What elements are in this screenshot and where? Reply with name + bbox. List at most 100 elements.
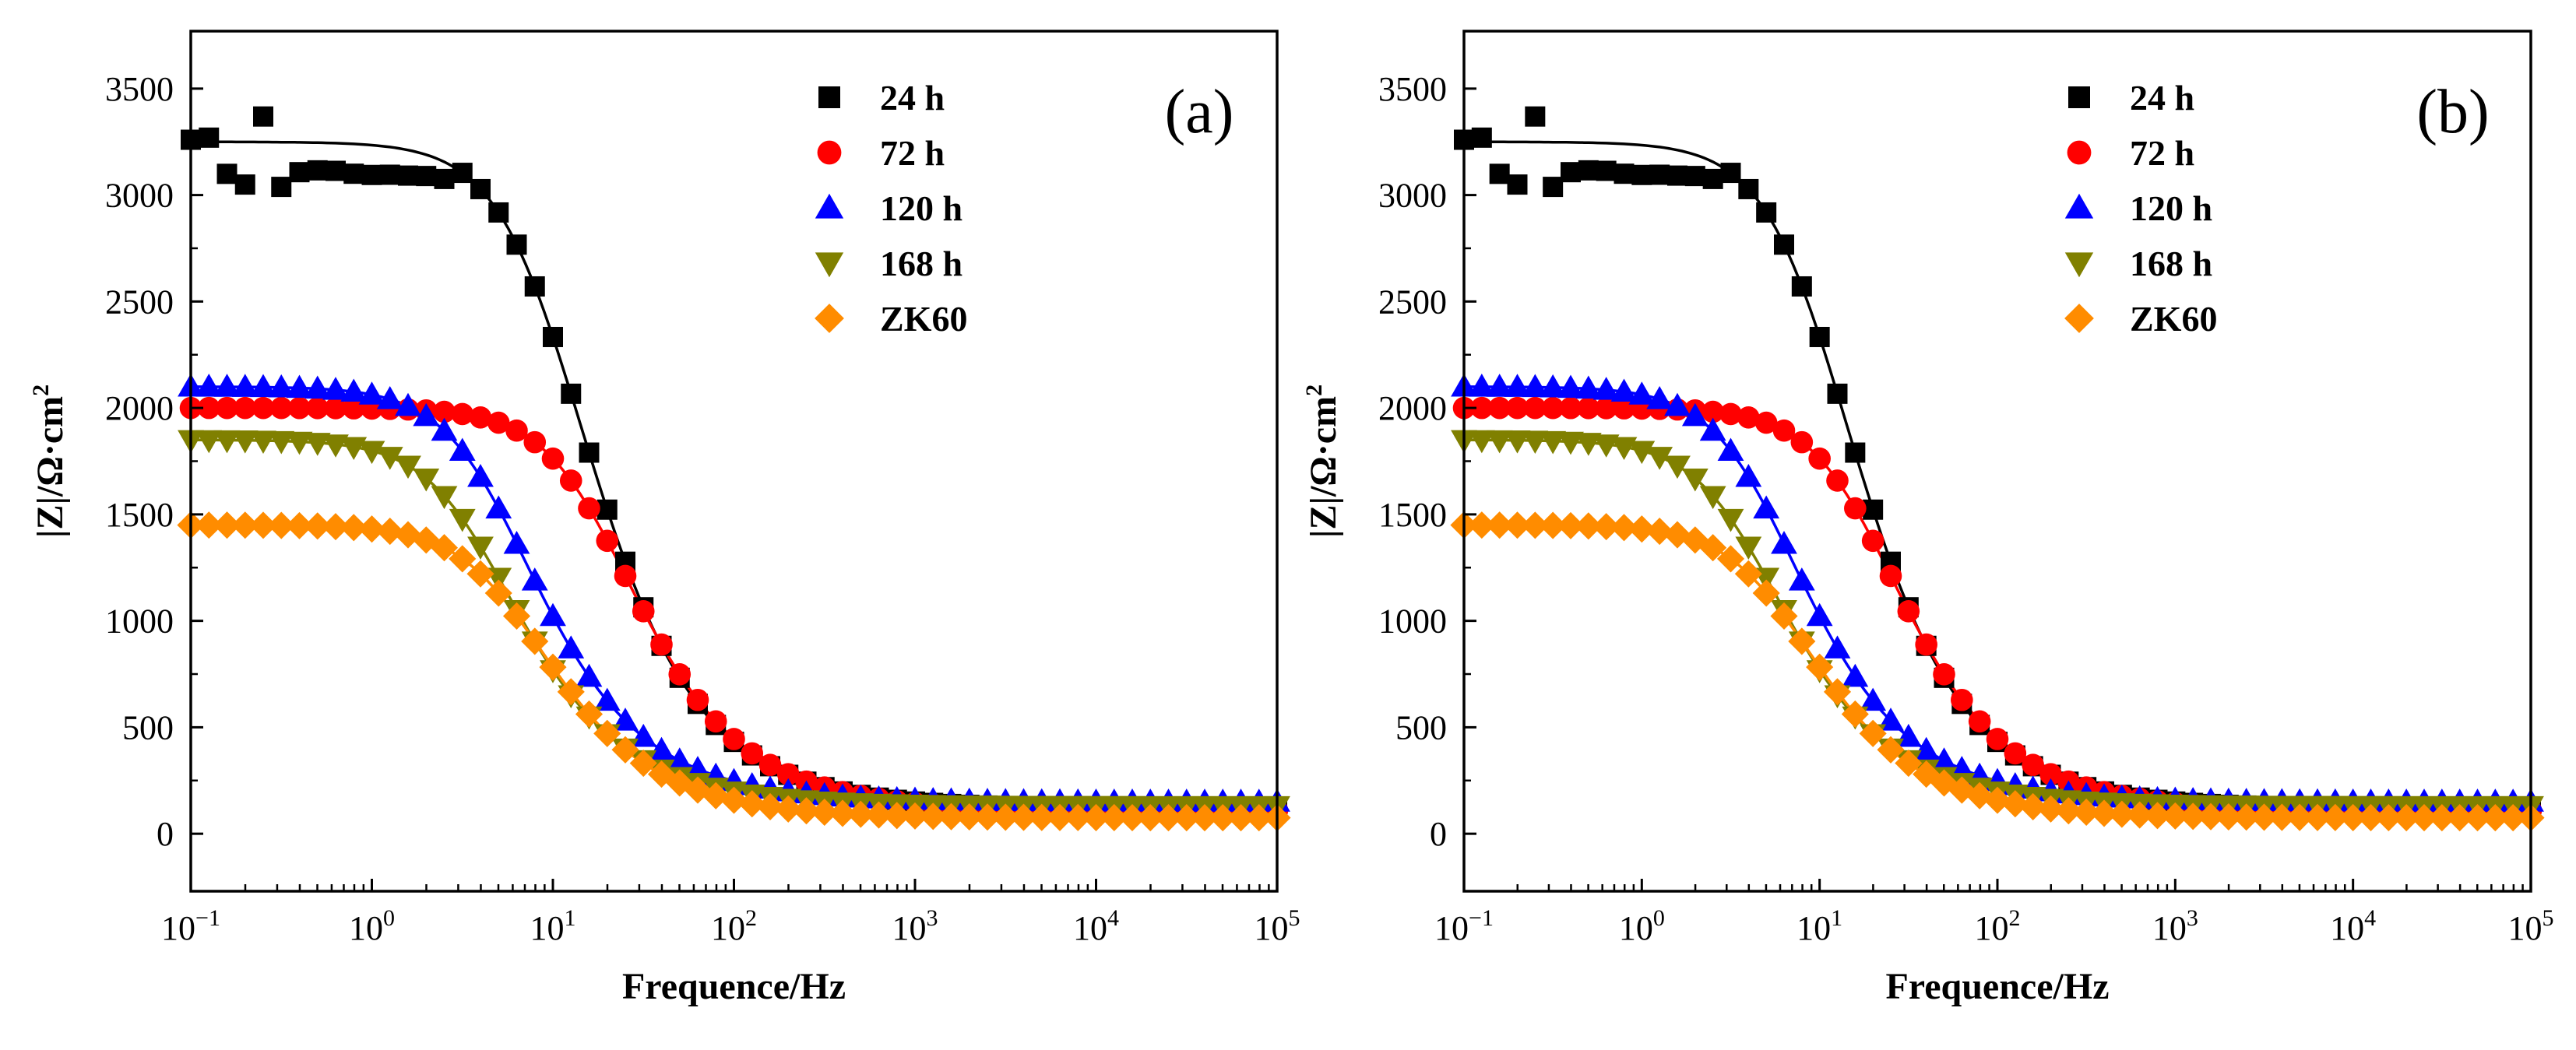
data-point <box>521 627 549 655</box>
data-point <box>1136 803 1164 832</box>
y-tick-label: 0 <box>157 815 174 853</box>
data-point <box>1772 419 1796 442</box>
data-point <box>741 742 764 765</box>
data-point <box>1681 402 1709 427</box>
data-point <box>197 396 220 420</box>
data-point <box>433 400 456 423</box>
data-point <box>1968 710 1991 733</box>
legend-marker <box>2064 193 2094 219</box>
data-point <box>1506 396 1529 420</box>
data-point <box>376 518 404 546</box>
x-tick-label: 101 <box>530 905 576 947</box>
x-tick-base: 10 <box>1619 909 1653 947</box>
data-point <box>304 375 331 399</box>
data-point <box>2410 803 2438 832</box>
data-point <box>901 802 929 830</box>
data-point <box>416 166 437 187</box>
legend-label: ZK60 <box>2130 299 2217 339</box>
data-point <box>268 374 295 398</box>
legend-item-0: 24 h <box>2068 78 2194 118</box>
data-point <box>523 430 547 454</box>
data-point <box>561 383 582 404</box>
data-point <box>288 396 311 420</box>
data-point <box>2481 804 2509 832</box>
data-point <box>1226 804 1255 832</box>
x-tick-exponent: 3 <box>927 905 938 931</box>
data-point <box>579 442 600 463</box>
series-4 <box>1450 511 2545 832</box>
data-point <box>1790 430 1814 454</box>
data-point <box>1540 374 1567 398</box>
data-point <box>342 397 365 420</box>
y-tick-label: 1500 <box>1378 496 1447 534</box>
legend-marker <box>2068 86 2090 108</box>
data-point <box>543 326 563 347</box>
data-point <box>704 710 727 733</box>
data-point <box>340 378 368 402</box>
data-point <box>1561 162 1581 183</box>
x-tick-label: 105 <box>2508 905 2554 947</box>
x-tick-label: 10−1 <box>1434 905 1494 947</box>
data-point <box>466 560 494 588</box>
data-point <box>1844 497 1867 520</box>
data-point <box>1154 803 1183 832</box>
y-axis-title-superscript: 2 <box>28 385 54 396</box>
y-tick-label: 500 <box>122 708 174 746</box>
data-point <box>1575 512 1603 540</box>
data-point <box>1488 396 1511 420</box>
data-point <box>484 579 512 607</box>
x-tick-exponent: 5 <box>2543 905 2554 931</box>
data-point <box>394 521 422 549</box>
data-point <box>1667 165 1687 186</box>
data-point <box>1915 633 1937 656</box>
y-tick-label: 3000 <box>1378 177 1447 215</box>
data-point <box>1486 511 1514 539</box>
data-point <box>485 495 512 519</box>
data-point <box>666 747 693 771</box>
data-point <box>1717 437 1744 462</box>
data-point <box>2126 801 2154 829</box>
data-point <box>449 545 477 573</box>
data-point <box>919 802 947 831</box>
legend-item-3: 168 h <box>2064 244 2212 283</box>
data-point <box>1575 433 1602 456</box>
x-tick-exponent: 5 <box>1289 905 1300 931</box>
data-point <box>1468 374 1495 397</box>
data-point <box>304 512 332 540</box>
y-tick-label: 3000 <box>105 177 174 215</box>
data-point <box>306 397 329 420</box>
data-point <box>1525 106 1546 127</box>
data-point <box>2463 804 2492 832</box>
data-point <box>1681 526 1709 554</box>
y-axis-title-main: |Z|/Ω·cm <box>1303 396 1344 538</box>
data-point <box>756 792 784 820</box>
data-point <box>322 377 349 400</box>
data-point <box>2286 803 2314 831</box>
data-point <box>1756 202 1777 223</box>
x-tick-label: 103 <box>2152 905 2198 947</box>
data-point <box>596 499 618 520</box>
y-axis-title: |Z|/Ω·cm2 <box>28 385 71 538</box>
legend: 24 h 72 h 120 h 168 h ZK60 <box>2064 78 2217 339</box>
data-point <box>2004 742 2027 765</box>
x-tick-exponent: 4 <box>1107 905 1119 931</box>
y-tick-label: 2000 <box>1378 389 1447 427</box>
data-point <box>1933 663 1955 686</box>
data-point <box>2339 803 2367 831</box>
data-point <box>1826 469 1849 492</box>
data-point <box>1752 579 1780 607</box>
legend-label: ZK60 <box>880 299 967 339</box>
data-point <box>1806 602 1833 627</box>
data-point <box>686 688 709 711</box>
data-point <box>1842 663 1869 687</box>
y-axis-title-superscript: 2 <box>1301 385 1327 396</box>
data-point <box>2019 792 2047 820</box>
data-point <box>379 164 400 185</box>
data-point <box>358 441 385 465</box>
panel-label: (a) <box>1165 78 1234 146</box>
data-point <box>431 486 458 510</box>
data-point <box>1827 383 1848 404</box>
data-point <box>1948 776 1976 804</box>
data-point <box>1717 508 1744 532</box>
data-point <box>1503 511 1532 539</box>
